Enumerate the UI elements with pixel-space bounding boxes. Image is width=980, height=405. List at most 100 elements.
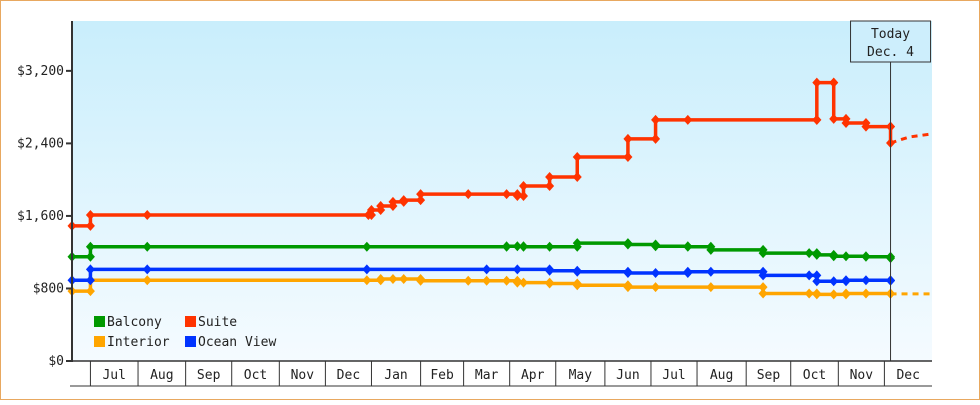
legend-label: Balcony (107, 315, 162, 330)
legend-item-suite: Suite (185, 315, 237, 330)
data-point (683, 268, 693, 279)
data-point (841, 251, 851, 262)
data-point (545, 181, 555, 192)
data-point (572, 152, 582, 162)
data-point (861, 251, 871, 262)
data-point (142, 241, 152, 252)
today-box (850, 20, 932, 63)
legend-item-interior: Interior (94, 335, 170, 350)
data-point (362, 264, 372, 275)
data-point (399, 196, 409, 207)
month-label: Apr (521, 368, 545, 383)
data-point (376, 205, 386, 216)
data-point (416, 189, 426, 200)
data-point (804, 288, 814, 299)
data-point (142, 275, 152, 286)
data-point (861, 118, 871, 128)
series-suite (67, 77, 933, 231)
data-point (572, 241, 582, 252)
data-point (829, 276, 839, 287)
data-point (861, 288, 871, 299)
data-point (416, 195, 426, 206)
data-point (545, 264, 555, 275)
legend-label: Ocean View (198, 335, 276, 350)
data-point (512, 241, 522, 252)
data-point (502, 275, 512, 286)
data-point (841, 276, 851, 287)
data-point (706, 266, 716, 277)
data-point (841, 289, 851, 300)
data-point (545, 171, 555, 182)
legend: Balcony Suite Interior Ocean View (94, 315, 276, 350)
month-label: Jul (102, 368, 125, 383)
data-point (623, 280, 633, 291)
data-point (512, 264, 522, 275)
data-point (142, 210, 152, 221)
data-point (651, 114, 661, 125)
data-point (758, 266, 768, 277)
data-point (463, 275, 473, 286)
data-point (812, 77, 822, 88)
series-balcony (67, 238, 896, 264)
month-label: Oct (803, 368, 826, 383)
data-point (706, 241, 716, 252)
data-point (623, 266, 633, 277)
series-ocean-view (67, 264, 896, 287)
month-label: Aug (150, 368, 173, 383)
data-point (502, 189, 512, 200)
data-point (85, 210, 95, 221)
data-point (362, 241, 372, 252)
data-point (85, 241, 95, 252)
month-label: Dec (896, 368, 919, 383)
legend-label: Suite (198, 315, 237, 330)
projection-line (890, 132, 933, 145)
data-point (758, 244, 768, 255)
month-label: Feb (430, 368, 454, 383)
data-point (572, 278, 582, 289)
data-point (399, 273, 409, 284)
month-label: Jul (662, 368, 685, 383)
data-point (376, 275, 386, 286)
month-label: May (569, 368, 593, 383)
data-point (812, 114, 822, 125)
month-label: Dec (337, 368, 360, 383)
data-point (519, 181, 528, 192)
y-tick-label: $3,200 (17, 64, 64, 79)
data-point (519, 190, 528, 201)
data-point (142, 264, 152, 275)
legend-swatch (94, 316, 105, 327)
series-interior (67, 273, 932, 300)
data-point (85, 264, 95, 275)
data-point (388, 273, 398, 284)
legend-swatch (185, 316, 196, 327)
data-point (812, 270, 822, 281)
data-point (651, 282, 661, 293)
data-point (804, 270, 814, 281)
plot-background (72, 21, 932, 361)
data-point (85, 220, 95, 231)
data-point (85, 251, 95, 262)
data-point (812, 276, 822, 287)
data-point (651, 268, 661, 279)
month-label: Nov (291, 368, 315, 383)
data-point (519, 277, 528, 288)
data-point (545, 241, 555, 252)
data-point (512, 275, 522, 286)
data-point (572, 171, 582, 182)
data-point (388, 200, 398, 211)
y-tick-label: $0 (48, 354, 64, 369)
data-point (804, 248, 814, 259)
legend-item-balcony: Balcony (94, 315, 162, 330)
today-label: Today (871, 27, 910, 42)
month-label: Oct (244, 368, 267, 383)
data-point (829, 77, 839, 88)
month-label: Mar (475, 368, 499, 383)
month-label: Aug (710, 368, 733, 383)
data-point (841, 113, 851, 124)
data-point (482, 264, 492, 275)
data-point (482, 275, 492, 286)
series-line (72, 267, 893, 283)
data-point (812, 288, 822, 299)
month-label: Jan (384, 368, 407, 383)
